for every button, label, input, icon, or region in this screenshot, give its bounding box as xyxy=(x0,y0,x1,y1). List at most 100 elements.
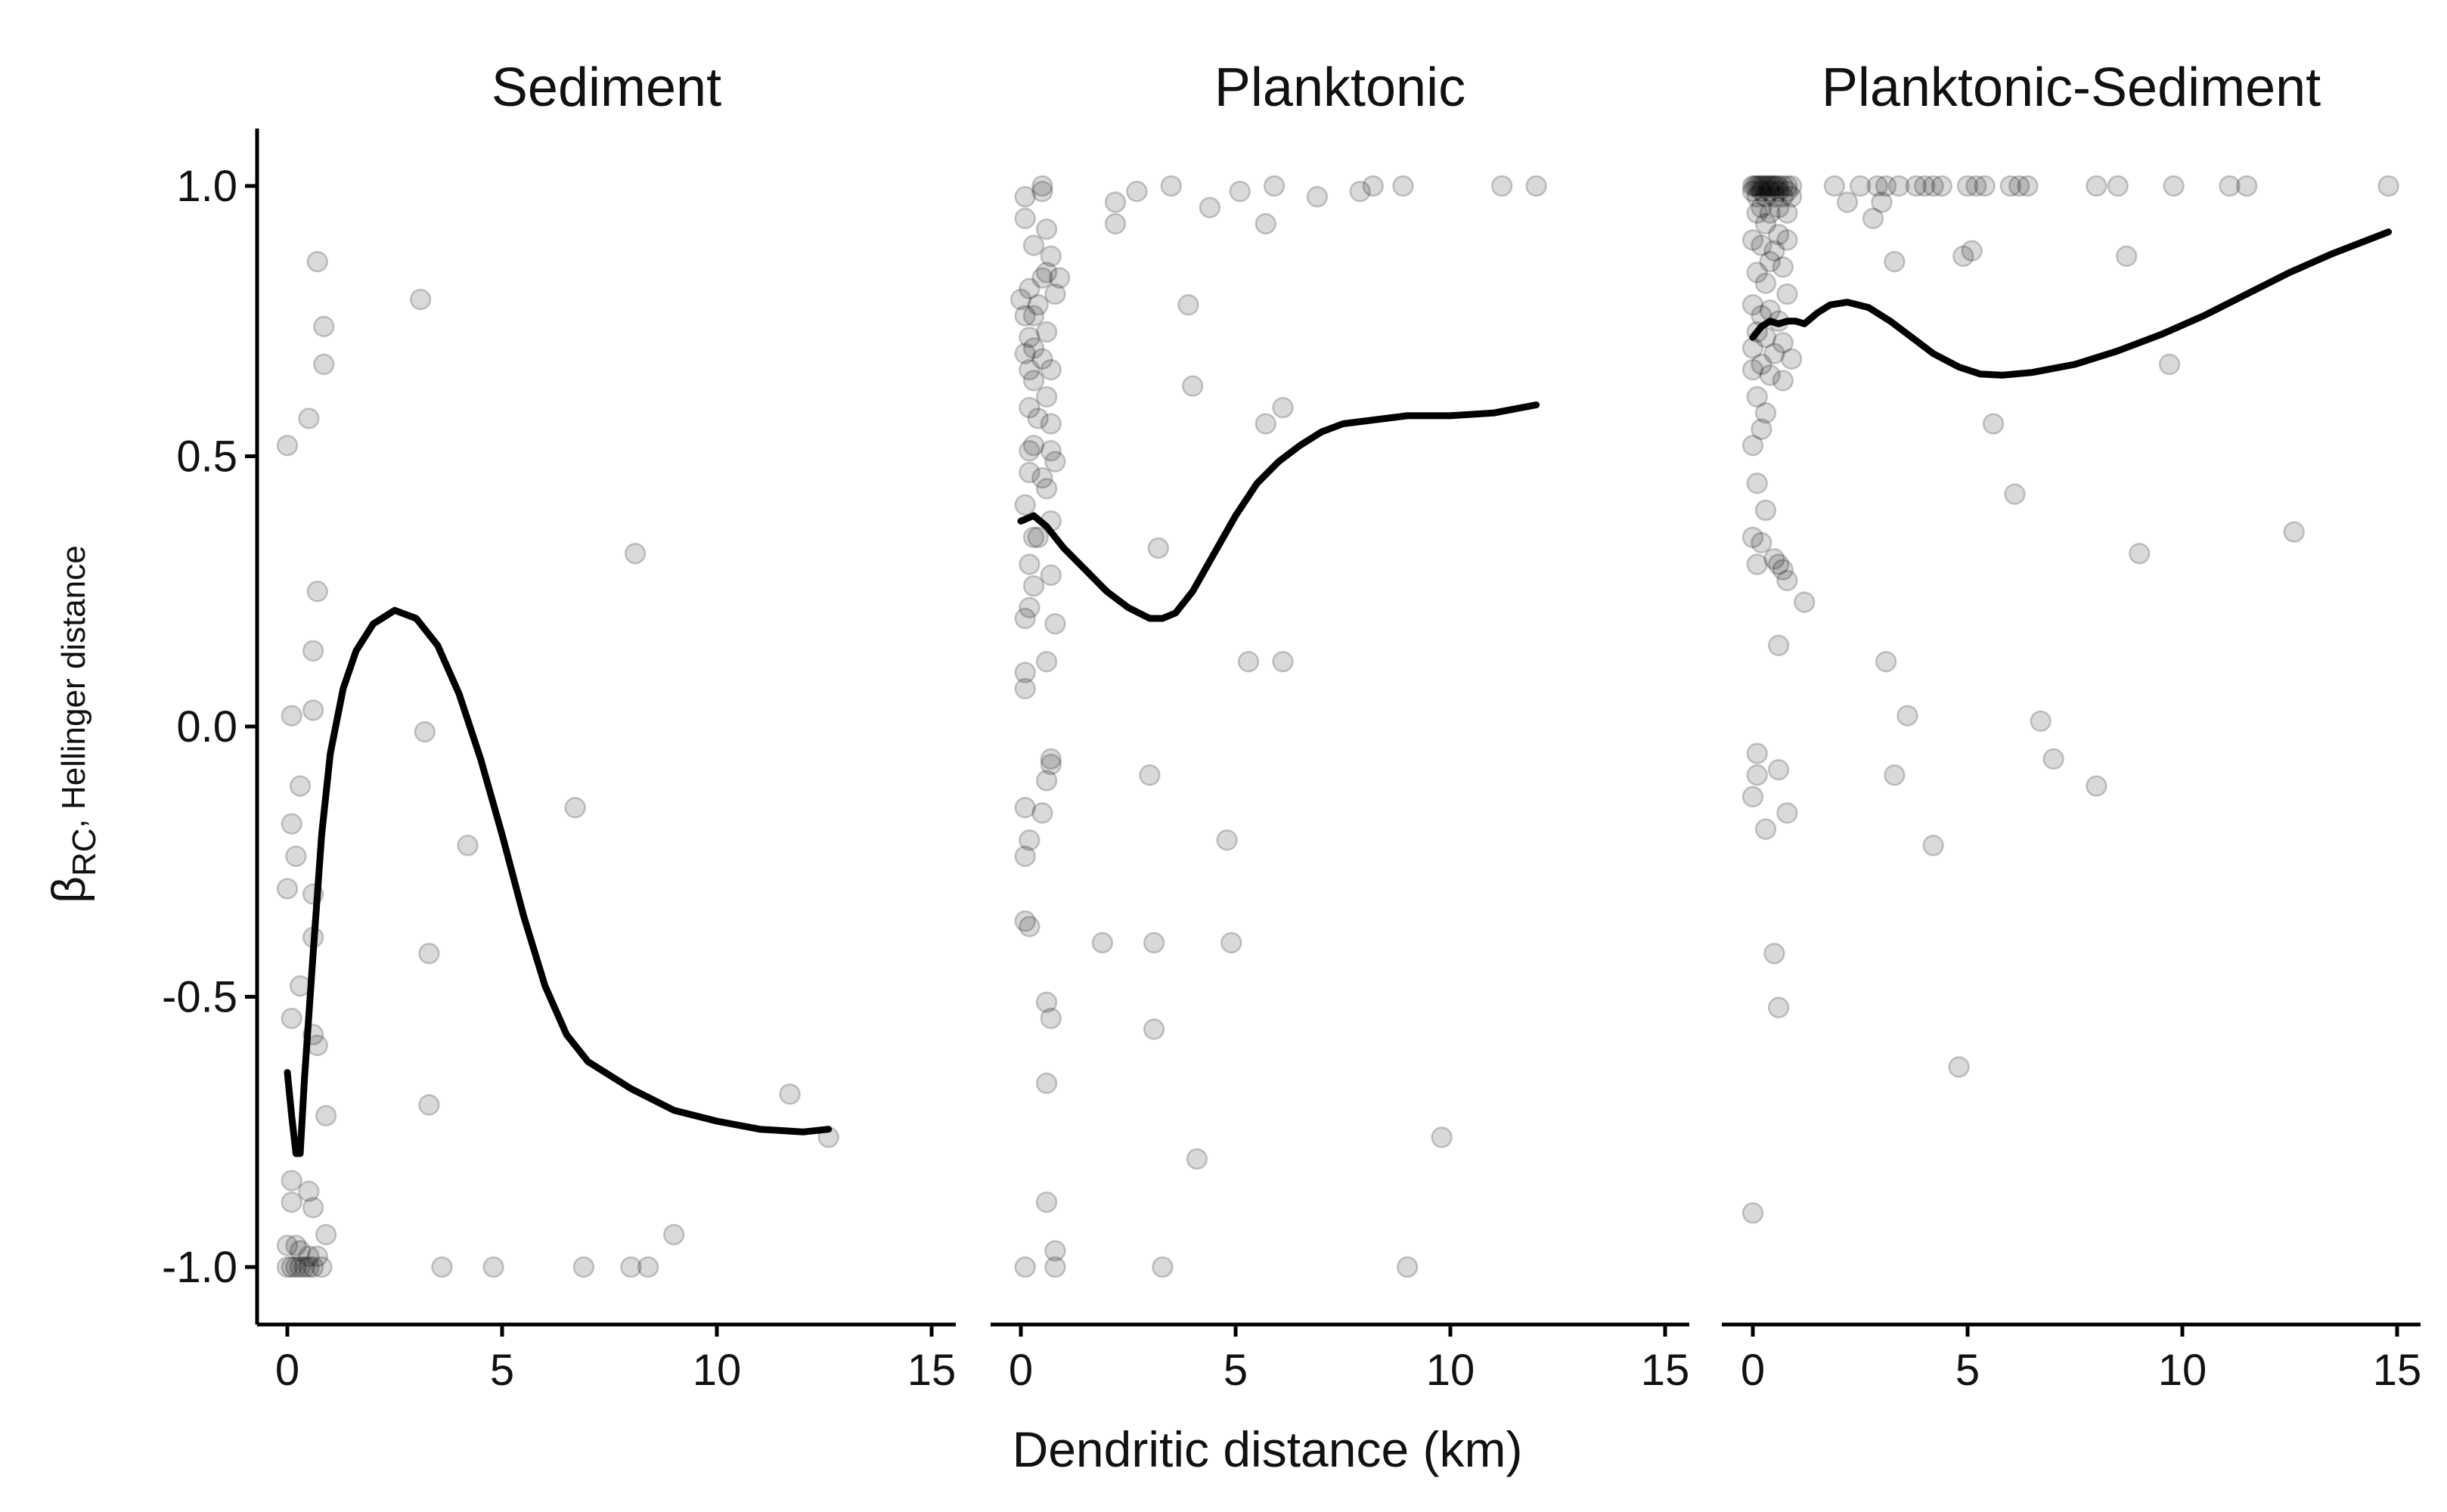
data-point xyxy=(1956,175,1979,197)
y-axis-label: βRC, Hellinger distance xyxy=(43,545,103,903)
data-point xyxy=(414,720,436,743)
data-point xyxy=(1836,191,1859,213)
data-point xyxy=(1181,375,1204,397)
x-tick-label: 5 xyxy=(1224,1346,1248,1395)
data-point xyxy=(1014,1256,1036,1278)
data-point xyxy=(1104,191,1127,213)
data-point xyxy=(1741,294,1764,316)
data-point xyxy=(302,1197,324,1219)
data-point xyxy=(1044,451,1066,472)
data-point xyxy=(1014,494,1036,516)
data-point xyxy=(1772,186,1794,208)
data-point xyxy=(1746,202,1768,225)
data-point xyxy=(2128,542,2151,565)
data-point xyxy=(1431,1126,1453,1148)
data-point xyxy=(1741,180,1764,203)
data-point xyxy=(431,1256,453,1278)
data-point xyxy=(1751,531,1772,554)
data-point xyxy=(1035,1072,1058,1095)
data-point xyxy=(1776,180,1798,203)
data-point xyxy=(418,943,440,965)
data-point xyxy=(1780,186,1803,208)
data-point xyxy=(1751,353,1772,376)
data-point xyxy=(1961,240,1983,262)
data-point xyxy=(620,1256,642,1278)
data-point xyxy=(1780,348,1803,370)
data-point xyxy=(302,699,324,721)
scatter-points xyxy=(276,250,839,1278)
data-point xyxy=(1751,418,1772,441)
smooth-curve xyxy=(1017,401,1540,622)
data-point xyxy=(1741,229,1764,251)
data-point xyxy=(1746,472,1768,494)
data-point xyxy=(1866,175,1888,197)
y-tick-label: -0.5 xyxy=(162,973,237,1022)
data-point xyxy=(1862,207,1884,230)
data-point xyxy=(1019,277,1041,300)
data-point xyxy=(1763,342,1785,364)
data-point xyxy=(1027,526,1049,549)
y-axis-label-subscript: RC xyxy=(66,828,103,876)
data-point xyxy=(779,1083,801,1105)
data-point xyxy=(2158,353,2181,376)
data-point xyxy=(1759,175,1781,197)
data-point xyxy=(1019,396,1041,419)
data-point xyxy=(1752,175,1775,197)
x-tick-label: 0 xyxy=(1009,1346,1033,1395)
data-point xyxy=(306,250,329,273)
data-point xyxy=(1974,175,1996,197)
data-point xyxy=(1035,1191,1058,1213)
data-point xyxy=(1022,234,1045,256)
data-point xyxy=(1767,553,1790,575)
data-point xyxy=(1019,829,1041,851)
data-point xyxy=(302,640,324,662)
data-point xyxy=(564,797,586,819)
data-point xyxy=(1027,294,1049,316)
data-point xyxy=(1263,175,1286,197)
data-point xyxy=(1871,191,1893,213)
data-point xyxy=(1216,829,1238,851)
data-point xyxy=(1754,499,1777,522)
data-point xyxy=(1763,943,1785,965)
data-point xyxy=(1014,342,1036,364)
data-point xyxy=(1767,197,1790,218)
panel-2: Planktonic-Sediment 0 5 10 15 xyxy=(1722,57,2421,1395)
data-point xyxy=(1763,548,1785,570)
data-point xyxy=(1019,916,1041,937)
data-point xyxy=(1741,358,1764,381)
data-point xyxy=(1751,234,1772,256)
data-point xyxy=(1010,288,1032,311)
data-point xyxy=(1759,180,1781,203)
data-point xyxy=(1759,202,1781,225)
data-point xyxy=(281,813,302,835)
data-point xyxy=(1754,186,1777,208)
data-point xyxy=(1746,186,1768,208)
data-point xyxy=(1035,321,1058,343)
data-point xyxy=(1884,250,1906,273)
data-point xyxy=(1897,705,1918,727)
data-point xyxy=(298,1180,320,1203)
y-tick-label: 1.0 xyxy=(176,162,237,211)
data-point xyxy=(1022,305,1045,327)
data-point xyxy=(1031,267,1053,289)
data-point xyxy=(1754,175,1777,197)
data-point xyxy=(298,1245,320,1267)
data-point xyxy=(1014,607,1036,630)
data-point xyxy=(1035,218,1058,240)
data-point xyxy=(1761,175,1783,197)
data-point xyxy=(1014,677,1036,700)
data-point xyxy=(1019,461,1041,484)
y-tick-label: 0.0 xyxy=(176,702,237,751)
data-point xyxy=(1040,358,1062,381)
data-point xyxy=(1048,267,1071,289)
data-point xyxy=(1177,294,1199,316)
data-point xyxy=(2004,483,2026,505)
x-tick-label: 15 xyxy=(1641,1346,1690,1395)
data-point xyxy=(302,1256,324,1278)
data-point xyxy=(1905,175,1928,197)
scatter-points xyxy=(1010,175,1547,1278)
data-point xyxy=(1014,797,1036,819)
data-point xyxy=(306,1245,329,1267)
data-point xyxy=(311,1256,333,1278)
